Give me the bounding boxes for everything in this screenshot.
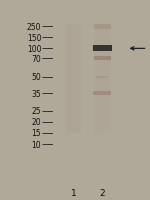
Text: 2: 2 xyxy=(99,189,105,197)
Text: 100: 100 xyxy=(27,45,41,54)
Bar xyxy=(94,25,111,30)
Text: 50: 50 xyxy=(32,73,41,82)
Text: 15: 15 xyxy=(32,128,41,137)
Text: 35: 35 xyxy=(32,89,41,98)
Text: 25: 25 xyxy=(32,107,41,115)
Bar xyxy=(94,25,111,134)
Text: 1: 1 xyxy=(70,189,76,197)
Bar xyxy=(93,46,112,52)
Text: 20: 20 xyxy=(32,117,41,126)
Text: 250: 250 xyxy=(27,23,41,32)
Text: 150: 150 xyxy=(27,34,41,43)
Bar xyxy=(96,76,108,78)
Bar xyxy=(66,25,81,134)
Text: 10: 10 xyxy=(32,140,41,149)
Bar xyxy=(93,92,111,96)
Bar xyxy=(94,57,111,61)
Text: 70: 70 xyxy=(32,55,41,64)
